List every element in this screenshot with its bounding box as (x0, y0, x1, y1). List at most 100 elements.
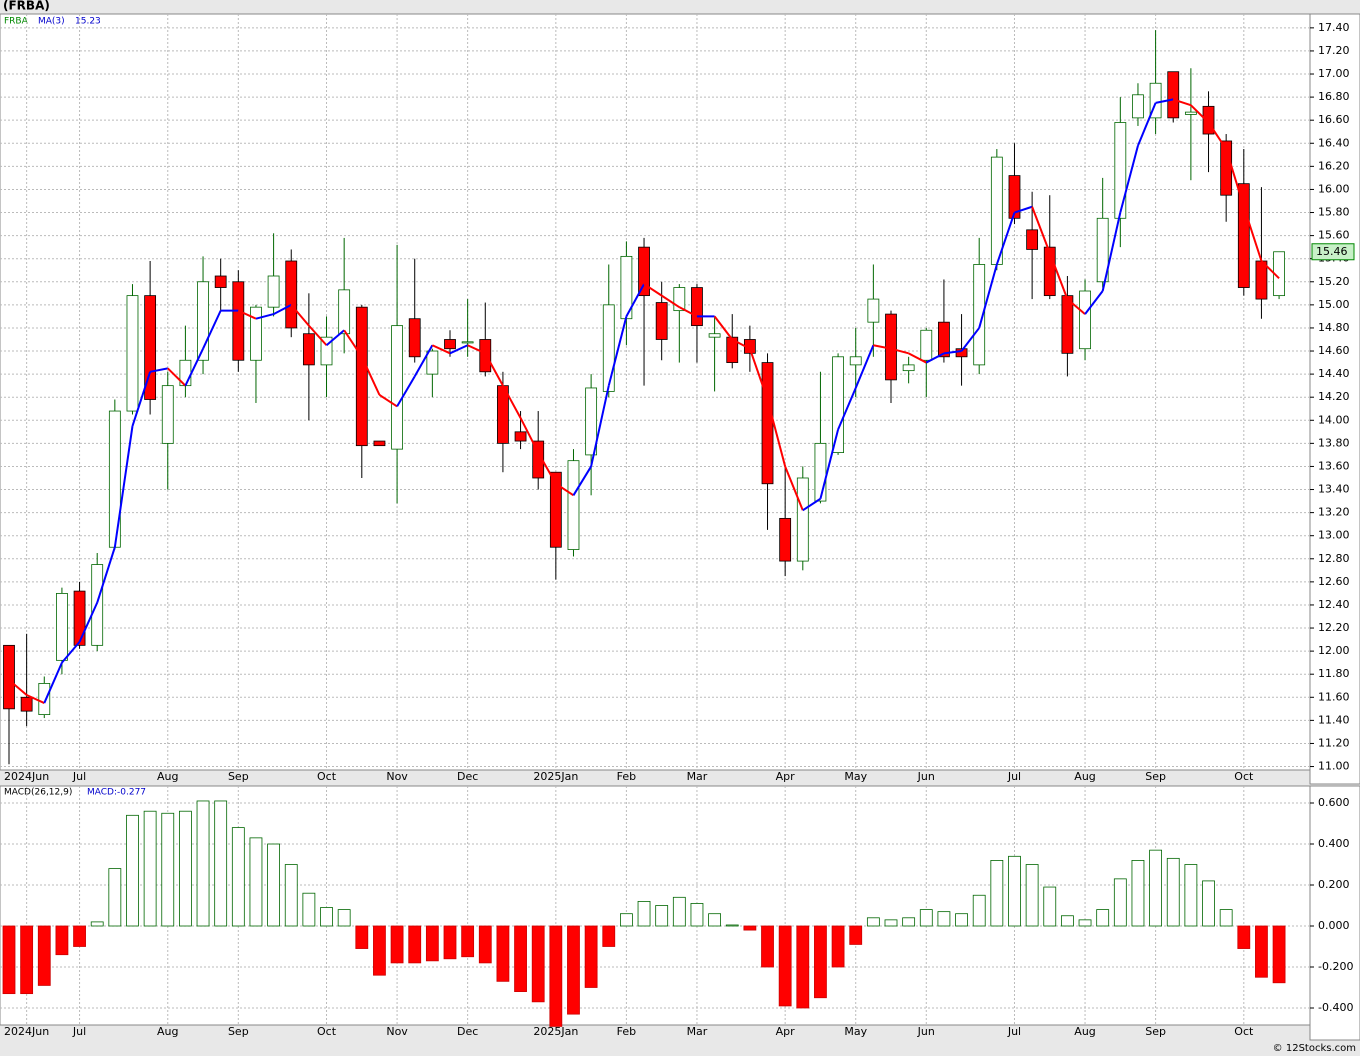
bar (1237, 925, 1251, 949)
candle-body (1202, 105, 1215, 135)
candle-body (3, 644, 15, 710)
x-tick-label: May (844, 770, 867, 783)
macd-title: MACD(26,12,9) (4, 788, 72, 798)
ma-segment (184, 348, 204, 387)
candle-body (355, 306, 368, 447)
y-tick-label: 14.80 (1318, 321, 1350, 334)
bar (937, 911, 951, 927)
y-tick-label: 16.80 (1318, 90, 1350, 103)
bar (1255, 925, 1268, 978)
bar (126, 814, 139, 927)
candle-body (373, 440, 386, 447)
ma-segment (995, 212, 1016, 265)
x-tick-label: Sep (1145, 770, 1166, 783)
ma-segment (1014, 205, 1033, 214)
candle-body (585, 387, 598, 456)
bar (584, 925, 598, 988)
candle-body (197, 281, 209, 361)
ma-segment (237, 309, 257, 320)
y-tick-label: 12.00 (1318, 644, 1350, 657)
bar (672, 896, 686, 927)
bar (231, 827, 245, 927)
ma-segment (290, 304, 310, 327)
candle-body (1079, 290, 1091, 350)
ma-segment (1119, 145, 1139, 213)
macd-axis (1309, 785, 1360, 1041)
legend-ma: MA(3) (38, 17, 65, 27)
candle-body (38, 683, 51, 715)
candle-body (479, 339, 492, 373)
ma-segment (960, 327, 980, 352)
candle-body (920, 329, 933, 361)
bar (725, 924, 739, 927)
ma-segment (748, 348, 769, 400)
bar (761, 925, 774, 968)
candle-body (1167, 71, 1180, 119)
bar (690, 903, 704, 927)
bar (2, 925, 16, 995)
ma-segment (1084, 290, 1104, 315)
candle-body (849, 356, 862, 366)
bar (814, 925, 827, 999)
ma-segment (537, 452, 557, 485)
bar (778, 925, 792, 1007)
bar (549, 925, 563, 1027)
x-tick-label: Aug (1074, 770, 1095, 783)
ma-segment (308, 324, 328, 346)
x-tick-label: Mar (687, 1025, 708, 1038)
y-tick-label: 16.20 (1318, 159, 1350, 172)
candle-body (1008, 175, 1021, 219)
bar (884, 919, 898, 927)
y-tick-label: 12.80 (1318, 552, 1350, 565)
candle-body (161, 385, 174, 444)
y-tick-label: 13.60 (1318, 459, 1350, 472)
bar (1043, 886, 1057, 927)
candle-body (955, 348, 968, 358)
bar (302, 892, 316, 927)
candle-body (1237, 183, 1250, 288)
candle-body (144, 295, 157, 400)
ma-segment (431, 344, 451, 355)
y-tick-label: 17.20 (1318, 44, 1350, 57)
ma-segment (113, 425, 134, 548)
x-tick-label: May (844, 1025, 867, 1038)
bar (37, 925, 51, 986)
bar (373, 925, 386, 976)
bar (73, 925, 86, 947)
bar (1113, 878, 1127, 927)
bar (955, 913, 968, 927)
x-tick-label: Feb (617, 1025, 636, 1038)
bar (866, 917, 880, 927)
candle-body (514, 431, 527, 442)
x-tick-label: Feb (617, 770, 636, 783)
bar (1078, 919, 1092, 927)
candle-body (444, 339, 456, 350)
y-tick-label: 13.20 (1318, 506, 1350, 519)
y-tick-label: 12.40 (1318, 598, 1350, 611)
bar (478, 925, 492, 964)
bar (1219, 909, 1233, 927)
y-tick-label: 14.20 (1318, 390, 1350, 403)
footer: © 12Stocks.com (1273, 1043, 1356, 1054)
candle-body (56, 593, 68, 661)
ma-segment (1190, 104, 1210, 124)
x-tick-label: Jun (917, 1025, 935, 1038)
x-tick-label: Apr (776, 770, 796, 783)
bar (849, 925, 863, 945)
ma-segment (802, 497, 821, 512)
ma-segment (96, 546, 116, 603)
bar (143, 810, 157, 927)
ma-segment (1031, 206, 1051, 254)
ma-segment (908, 352, 927, 364)
bar (337, 909, 351, 927)
ma-segment (343, 329, 363, 358)
ma-segment (643, 283, 663, 297)
ma-segment (766, 399, 787, 467)
candle-body (655, 302, 668, 340)
ma-segment (78, 602, 99, 643)
bar (196, 800, 210, 927)
x-tick-label: Nov (386, 770, 408, 783)
bar (831, 925, 845, 968)
y-tick-label: 15.20 (1318, 275, 1350, 288)
candle-body (232, 281, 245, 361)
